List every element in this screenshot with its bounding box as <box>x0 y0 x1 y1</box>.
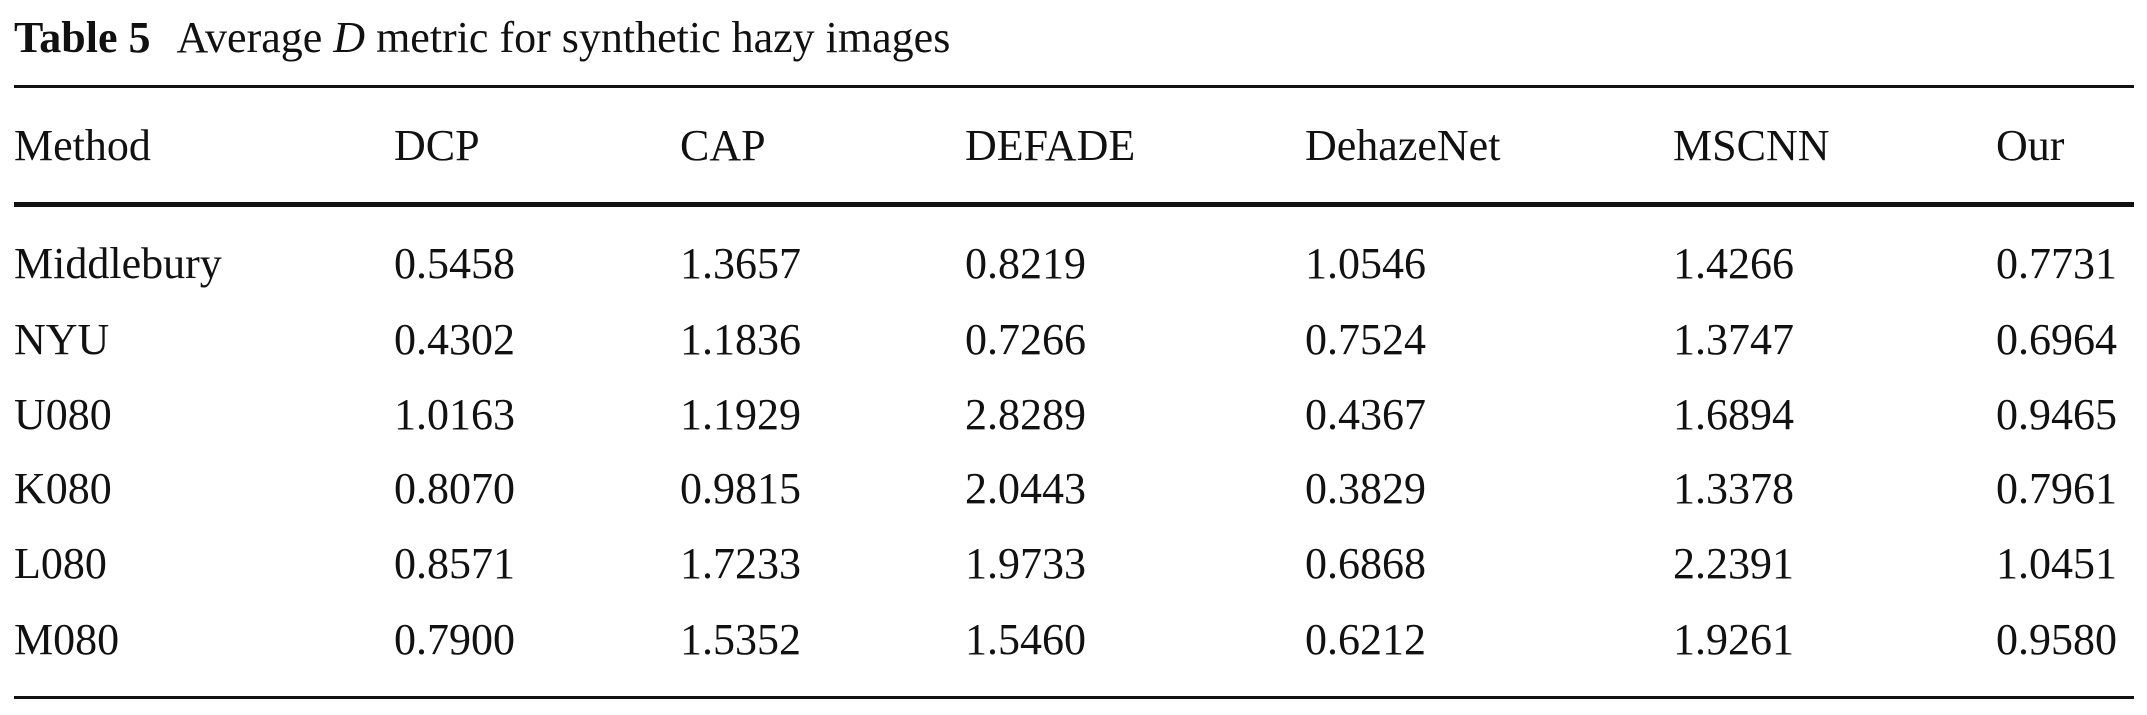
value-cell: 0.7900 <box>394 615 515 664</box>
caption-text: metric for synthetic hazy images <box>376 13 951 62</box>
value-cell: 1.9261 <box>1673 615 1794 664</box>
value-cell: 2.2391 <box>1673 539 1794 588</box>
value-cell: 0.3829 <box>1305 464 1426 513</box>
value-cell: 0.8571 <box>394 539 515 588</box>
row-label: NYU <box>14 315 110 364</box>
value-cell: 1.3747 <box>1673 315 1794 364</box>
header-cell: MSCNN <box>1673 121 1830 170</box>
caption-text: Average <box>176 13 323 62</box>
value-cell: 0.7961 <box>1996 464 2117 513</box>
value-cell: 1.0546 <box>1305 239 1426 288</box>
row-label: U080 <box>14 390 112 439</box>
value-cell: 1.0163 <box>394 390 515 439</box>
header-cell: DehazeNet <box>1305 121 1501 170</box>
value-cell: 1.7233 <box>680 539 801 588</box>
value-cell: 0.9465 <box>1996 390 2117 439</box>
value-cell: 2.8289 <box>965 390 1086 439</box>
value-cell: 1.6894 <box>1673 390 1794 439</box>
value-cell: 1.0451 <box>1996 539 2117 588</box>
value-cell: 0.9815 <box>680 464 801 513</box>
row-label: Middlebury <box>14 239 222 288</box>
header-cell: Method <box>14 121 151 170</box>
value-cell: 0.5458 <box>394 239 515 288</box>
value-cell: 1.1836 <box>680 315 801 364</box>
value-cell: 0.8219 <box>965 239 1086 288</box>
header-cell: CAP <box>680 121 766 170</box>
value-cell: 1.4266 <box>1673 239 1794 288</box>
value-cell: 1.1929 <box>680 390 801 439</box>
header-cell: Our <box>1996 121 2065 170</box>
caption-symbol: D <box>333 13 366 62</box>
value-cell: 0.7731 <box>1996 239 2117 288</box>
value-cell: 0.7266 <box>965 315 1086 364</box>
value-cell: 0.6868 <box>1305 539 1426 588</box>
row-label: M080 <box>14 615 120 664</box>
value-cell: 1.3657 <box>680 239 801 288</box>
value-cell: 0.6212 <box>1305 615 1426 664</box>
top-rule <box>14 85 2134 88</box>
value-cell: 2.0443 <box>965 464 1086 513</box>
value-cell: 0.4367 <box>1305 390 1426 439</box>
value-cell: 0.6964 <box>1996 315 2117 364</box>
bottom-rule <box>14 696 2134 699</box>
caption-label: Table 5 <box>14 13 151 62</box>
value-cell: 0.8070 <box>394 464 515 513</box>
value-cell: 1.3378 <box>1673 464 1794 513</box>
value-cell: 0.7524 <box>1305 315 1426 364</box>
value-cell: 1.9733 <box>965 539 1086 588</box>
header-cell: DEFADE <box>965 121 1136 170</box>
value-cell: 1.5352 <box>680 615 801 664</box>
header-rule <box>14 202 2134 207</box>
value-cell: 1.5460 <box>965 615 1086 664</box>
value-cell: 0.4302 <box>394 315 515 364</box>
header-cell: DCP <box>394 121 480 170</box>
row-label: L080 <box>14 539 107 588</box>
row-label: K080 <box>14 464 112 513</box>
value-cell: 0.9580 <box>1996 615 2117 664</box>
